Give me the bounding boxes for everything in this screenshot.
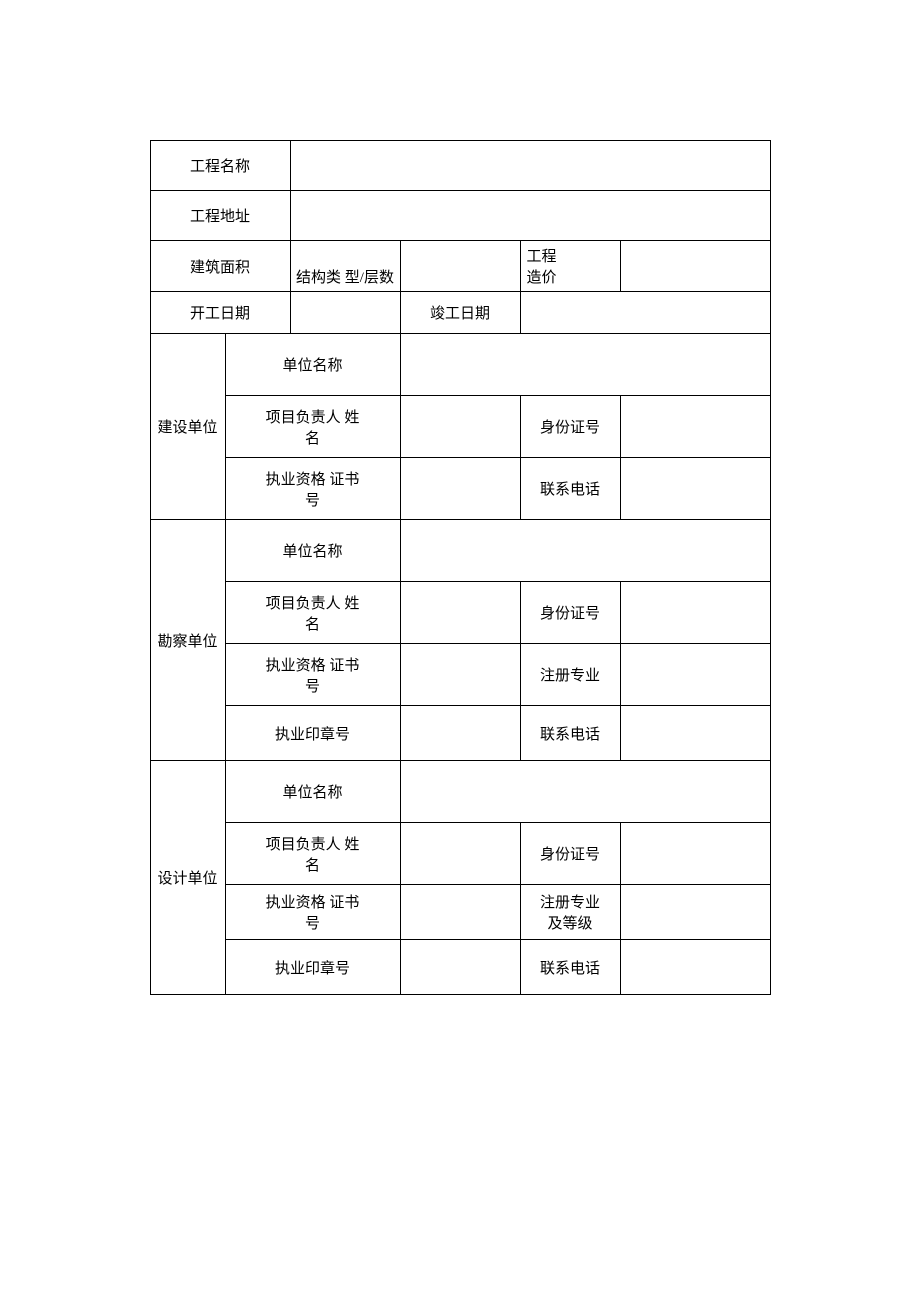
completion-date-value — [520, 292, 770, 334]
project-address-label: 工程地址 — [150, 191, 290, 241]
design-unit-name-value — [400, 761, 770, 823]
design-unit-section-label: 设计单位 — [150, 761, 225, 995]
survey-cert-value — [400, 644, 520, 706]
survey-seal-label: 执业印章号 — [225, 706, 400, 761]
design-phone-label: 联系电话 — [520, 940, 620, 995]
design-phone-value — [620, 940, 770, 995]
design-seal-label: 执业印章号 — [225, 940, 400, 995]
design-person-name-label: 项目负责人 姓名 — [225, 823, 400, 885]
construction-unit-section-label: 建设单位 — [150, 334, 225, 520]
design-id-value — [620, 823, 770, 885]
project-name-label: 工程名称 — [150, 141, 290, 191]
survey-unit-name-value — [400, 520, 770, 582]
design-seal-value — [400, 940, 520, 995]
construction-id-label: 身份证号 — [520, 396, 620, 458]
survey-reg-major-label: 注册专业 — [520, 644, 620, 706]
structure-type-value — [400, 241, 520, 292]
construction-id-value — [620, 396, 770, 458]
project-name-value — [290, 141, 770, 191]
construction-cert-value — [400, 458, 520, 520]
survey-phone-label: 联系电话 — [520, 706, 620, 761]
survey-unit-section-label: 勘察单位 — [150, 520, 225, 761]
start-date-value — [290, 292, 400, 334]
survey-phone-value — [620, 706, 770, 761]
construction-unit-name-label: 单位名称 — [225, 334, 400, 396]
project-form-table: 工程名称 工程地址 建筑面积 结构类 型/层数 工程造价 开工日期 竣工日期 建… — [150, 140, 771, 995]
survey-id-value — [620, 582, 770, 644]
construction-phone-label: 联系电话 — [520, 458, 620, 520]
design-cert-value — [400, 885, 520, 940]
project-cost-value — [620, 241, 770, 292]
construction-phone-value — [620, 458, 770, 520]
survey-unit-name-label: 单位名称 — [225, 520, 400, 582]
structure-type-label: 结构类 型/层数 — [290, 241, 400, 292]
project-cost-label: 工程造价 — [520, 241, 620, 292]
start-date-label: 开工日期 — [150, 292, 290, 334]
design-reg-major-value — [620, 885, 770, 940]
design-cert-label: 执业资格 证书号 — [225, 885, 400, 940]
building-area-label: 建筑面积 — [150, 241, 290, 292]
design-id-label: 身份证号 — [520, 823, 620, 885]
survey-person-name-value — [400, 582, 520, 644]
survey-id-label: 身份证号 — [520, 582, 620, 644]
survey-seal-value — [400, 706, 520, 761]
project-address-value — [290, 191, 770, 241]
design-person-name-value — [400, 823, 520, 885]
completion-date-label: 竣工日期 — [400, 292, 520, 334]
survey-cert-label: 执业资格 证书号 — [225, 644, 400, 706]
survey-reg-major-value — [620, 644, 770, 706]
construction-person-name-label: 项目负责人 姓名 — [225, 396, 400, 458]
survey-person-name-label: 项目负责人 姓名 — [225, 582, 400, 644]
construction-person-name-value — [400, 396, 520, 458]
construction-unit-name-value — [400, 334, 770, 396]
design-reg-major-label: 注册专业及等级 — [520, 885, 620, 940]
construction-cert-label: 执业资格 证书号 — [225, 458, 400, 520]
design-unit-name-label: 单位名称 — [225, 761, 400, 823]
